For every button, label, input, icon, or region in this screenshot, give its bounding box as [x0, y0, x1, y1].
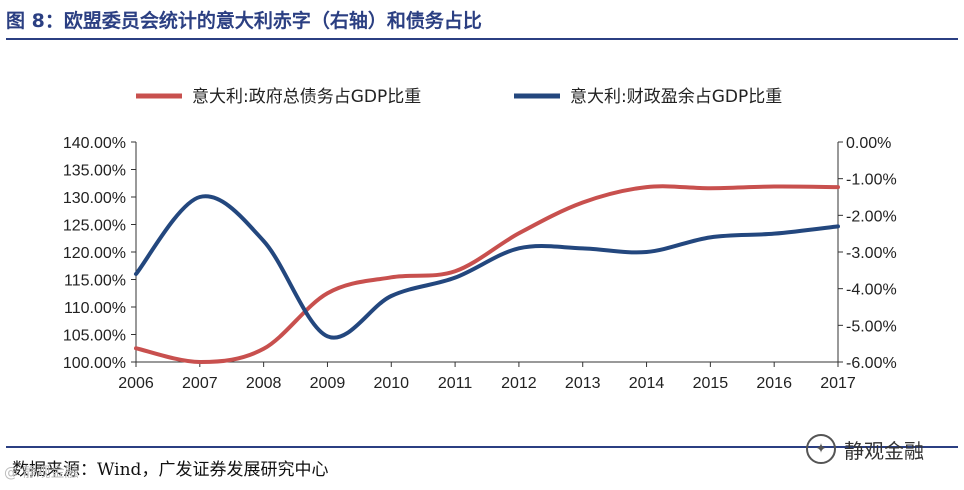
x-tick-label: 2013 — [565, 375, 601, 392]
series-line-balance — [134, 194, 840, 340]
legend-label: 意大利:政府总债务占GDP比重 — [192, 87, 421, 107]
x-tick-label: 2014 — [629, 375, 665, 392]
wechat-icon: ✦ — [806, 434, 836, 464]
source-note: 数据来源：Wind，广发证券发展研究中心 — [12, 460, 329, 480]
x-tick-label: 2015 — [693, 375, 729, 392]
left-tick-label: 125.00% — [63, 218, 126, 235]
left-tick-label: 100.00% — [63, 355, 126, 372]
right-tick-label: 0.00% — [846, 135, 891, 152]
right-tick-label: -2.00% — [846, 208, 897, 225]
x-tick-label: 2009 — [310, 375, 346, 392]
x-tick-label: 2008 — [246, 375, 282, 392]
right-tick-label: -1.00% — [846, 172, 897, 189]
left-tick-label: 140.00% — [63, 135, 126, 152]
left-tick-label: 105.00% — [63, 328, 126, 345]
right-tick-label: -6.00% — [846, 355, 897, 372]
chart: 100.00% 105.00% 110.00% 115.00% 120.00% 125.0… — [63, 87, 897, 392]
x-tick-label: 2010 — [373, 375, 409, 392]
right-tick-label: -5.00% — [846, 318, 897, 335]
x-tick-label: 2011 — [438, 375, 473, 392]
x-tick-label: 2006 — [118, 375, 154, 392]
x-tick-label: 2016 — [756, 375, 792, 392]
right-tick-label: -4.00% — [846, 282, 897, 299]
watermark: ✦ 静观金融 — [806, 434, 924, 464]
corner-watermark: @ 静观金融 — [4, 465, 79, 481]
left-tick-label: 120.00% — [63, 245, 126, 262]
right-tick-label: -3.00% — [846, 245, 897, 262]
chart-title: 图 8：欧盟委员会统计的意大利赤字（右轴）和债务占比 — [6, 10, 482, 32]
left-tick-label: 115.00% — [64, 273, 126, 290]
left-tick-label: 135.00% — [63, 163, 126, 180]
left-tick-label: 110.00% — [64, 300, 126, 317]
series-line-debt — [134, 184, 840, 365]
watermark-text: 静观金融 — [844, 438, 924, 463]
left-tick-label: 130.00% — [63, 190, 126, 207]
x-tick-label: 2017 — [820, 375, 856, 392]
legend-label: 意大利:财政盈余占GDP比重 — [570, 87, 782, 107]
x-tick-label: 2007 — [182, 375, 218, 392]
footer-divider — [6, 446, 958, 448]
x-tick-label: 2012 — [501, 375, 537, 392]
title-divider — [6, 38, 958, 40]
